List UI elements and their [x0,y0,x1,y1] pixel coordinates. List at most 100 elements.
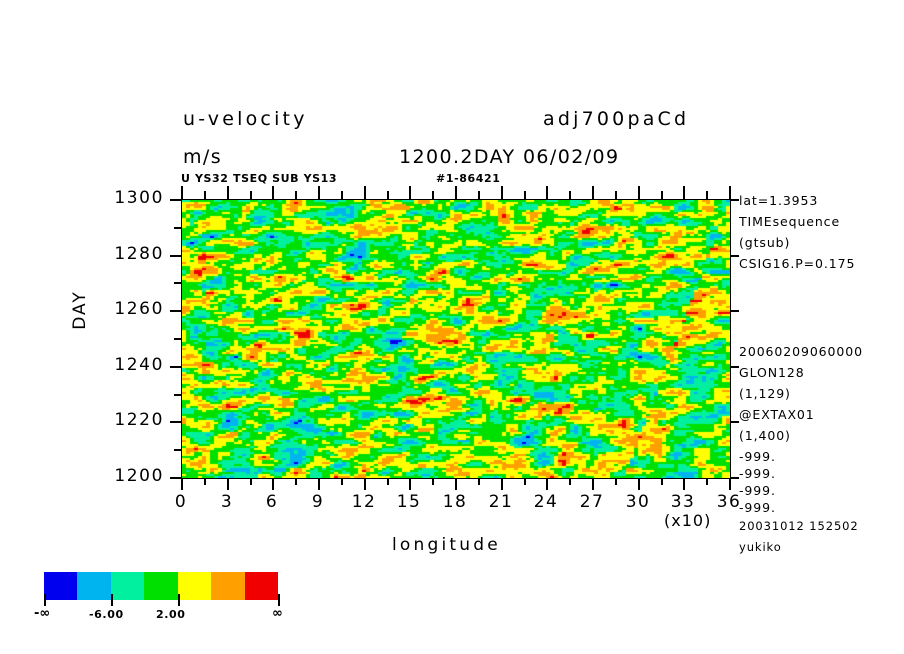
x-axis-tick-major [364,478,366,490]
x-axis-tick-major [592,478,594,490]
x-axis-tick-minor [661,478,663,485]
y-axis-tick-minor [174,449,181,451]
x-axis-tick-top [729,186,731,199]
x-axis-tick-major [272,478,274,490]
plot-units: m/s [183,146,223,168]
x-axis-tick-minor-top [204,191,206,199]
x-axis-tick-label: 27 [579,492,605,512]
x-axis-tick-minor-top [478,191,480,199]
colorbar-tick-label: 2.00 [156,608,186,621]
plot-timestamp: 1200.2DAY 06/02/09 [399,146,620,168]
x-axis-tick-major [683,478,685,490]
annotation-lat: lat=1.3953 [739,193,819,208]
annotation-gtsub: (gtsub) [739,235,791,250]
x-axis-tick-label: 6 [265,492,279,512]
colorbar[interactable]: -6.00 2.00 -∞ ∞ [34,572,283,621]
annotation-extax01: @EXTAX01 [739,407,815,422]
annotation-datetime: 20060209060000 [739,344,863,359]
x-axis-tick-top [546,186,548,199]
x-axis-tick-label: 3 [220,492,234,512]
x-axis-tick-minor-top [295,191,297,199]
y-axis-tick-label: 1300 [114,188,164,208]
x-axis-tick-top [683,186,685,199]
x-axis-tick-minor [250,478,252,485]
x-axis-tick-major [501,478,503,490]
x-axis-tick-major [227,478,229,490]
y-axis-tick-label: 1260 [114,299,164,319]
x-axis-tick-label: 33 [670,492,696,512]
plot-title-variable: u-velocity [183,108,308,130]
x-axis-tick-minor [295,478,297,485]
x-axis-tick-minor-top [524,191,526,199]
x-axis-tick-label: 15 [396,492,422,512]
y-axis-tick-right [730,310,739,312]
colorbar-band [211,572,245,600]
x-axis-tick-minor [478,478,480,485]
colorbar-band [77,572,111,600]
y-axis-tick-label: 1220 [114,410,164,430]
x-axis-tick-label: 36 [716,492,742,512]
x-axis-tick-top [181,186,183,199]
x-axis-tick-major [455,478,457,490]
plot-title-dataset: adj700paCd [543,108,690,130]
x-axis-tick-major [181,478,183,490]
colorbar-band [110,572,145,600]
x-axis-tick-minor-top [661,191,663,199]
colorbar-band [44,572,78,600]
colorbar-min-label: -∞ [34,606,51,621]
colorbar-tick-label: -6.00 [89,608,124,621]
x-axis-tick-label: 9 [311,492,325,512]
y-axis-tick-minor [174,282,181,284]
x-axis-title: longitude [392,535,501,555]
colorbar-tick [44,594,46,606]
x-axis-tick-minor [387,478,389,485]
y-axis-tick-major [170,477,181,479]
x-axis-tick-minor [524,478,526,485]
y-axis-title: DAY [69,290,90,330]
x-axis-tick-major [638,478,640,490]
x-axis-tick-top [227,186,229,199]
x-axis-multiplier: (x10) [664,511,712,530]
colorbar-band [177,572,212,600]
x-axis-tick-label: 30 [625,492,651,512]
colorbar-max-label: ∞ [272,606,283,621]
x-axis-tick-minor [706,478,708,485]
y-axis-tick-label: 1280 [114,244,164,264]
colorbar-tick [111,594,113,606]
y-axis-tick-major [170,199,181,201]
y-axis-tick-right [730,421,739,423]
colorbar-band [244,572,278,600]
x-axis-tick-major [546,478,548,490]
y-axis-tick-label: 1200 [114,466,164,486]
x-axis-tick-minor [341,478,343,485]
x-axis-tick-minor-top [250,191,252,199]
x-axis-tick-minor [432,478,434,485]
x-axis-tick-top [409,186,411,199]
x-axis-tick-top [272,186,274,199]
y-axis-tick-major [170,255,181,257]
annotation-missing-1: -999. [739,449,776,464]
y-axis-tick-right [730,477,739,479]
y-axis-tick-right [730,255,739,257]
x-axis-tick-minor-top [387,191,389,199]
y-axis-tick-minor [174,394,181,396]
annotation-missing-3: -999. [739,483,776,498]
x-axis-tick-minor [569,478,571,485]
x-axis-tick-major [318,478,320,490]
x-axis-tick-top [501,186,503,199]
colorbar-tick [278,594,280,606]
plot-header-left: U YS32 TSEQ SUB YS13 [181,172,338,185]
heatmap-canvas [182,200,730,478]
heatmap-plot-area[interactable] [181,199,731,479]
annotation-timesequence: TIMEsequence [739,214,841,229]
annotation-csig16: CSIG16.P=0.175 [739,256,856,271]
x-axis-tick-top [638,186,640,199]
x-axis-tick-label: 24 [533,492,559,512]
x-axis-tick-minor [615,478,617,485]
y-axis-tick-right [730,199,739,201]
x-axis-tick-label: 18 [442,492,468,512]
x-axis-tick-label: 12 [351,492,377,512]
y-axis-tick-major [170,310,181,312]
annotation-missing-4: -999. [739,500,776,515]
x-axis-tick-minor-top [615,191,617,199]
